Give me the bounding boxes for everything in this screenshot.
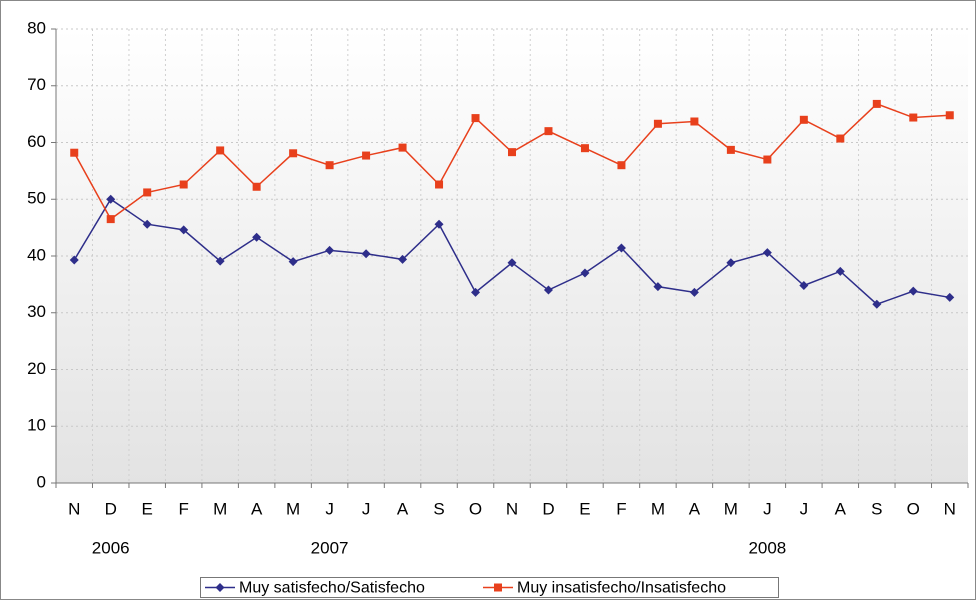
x-tick-label: S [433, 499, 444, 518]
marker [252, 182, 261, 191]
marker [690, 117, 699, 126]
marker [872, 99, 881, 108]
marker [580, 144, 589, 153]
marker [726, 258, 736, 268]
marker [689, 287, 699, 297]
marker [909, 113, 918, 122]
marker [70, 148, 79, 157]
marker [763, 155, 772, 164]
year-label: 2008 [748, 538, 786, 557]
year-label: 2006 [92, 538, 130, 557]
marker [544, 127, 553, 136]
marker [288, 257, 298, 267]
marker [762, 248, 772, 258]
y-tick-label: 40 [27, 245, 46, 264]
year-label: 2007 [311, 538, 349, 557]
marker [471, 287, 481, 297]
marker [835, 266, 845, 276]
marker [325, 161, 334, 170]
marker [434, 219, 444, 229]
marker [872, 299, 882, 309]
x-tick-label: N [944, 499, 956, 518]
x-tick-label: A [835, 499, 847, 518]
marker [215, 583, 225, 592]
y-tick-label: 50 [27, 189, 46, 208]
x-tick-label: N [506, 499, 518, 518]
marker [179, 225, 189, 235]
x-tick-label: O [907, 499, 920, 518]
marker [143, 188, 152, 197]
marker [508, 148, 516, 157]
x-tick-label: J [362, 499, 371, 518]
x-tick-label: A [251, 499, 263, 518]
marker [653, 119, 662, 128]
x-tick-label: F [616, 499, 626, 518]
x-tick-label: E [142, 499, 153, 518]
y-tick-label: 80 [27, 18, 46, 37]
marker [325, 245, 335, 255]
y-tick-label: 20 [27, 359, 46, 378]
x-tick-label: J [763, 499, 772, 518]
marker [616, 243, 626, 253]
x-tick-label: D [105, 499, 117, 518]
y-tick-label: 30 [27, 302, 46, 321]
x-tick-label: E [579, 499, 590, 518]
y-tick-label: 10 [27, 416, 46, 435]
x-tick-label: O [469, 499, 482, 518]
x-tick-label: M [651, 499, 665, 518]
x-tick-label: M [286, 499, 300, 518]
marker [179, 180, 188, 189]
x-tick-label: M [213, 499, 227, 518]
marker [908, 286, 918, 296]
marker [799, 115, 808, 124]
marker [69, 255, 79, 265]
x-tick-label: J [325, 499, 334, 518]
marker [653, 282, 663, 292]
x-tick-label: D [542, 499, 554, 518]
y-tick-label: 0 [37, 472, 46, 491]
marker [617, 161, 626, 170]
marker [799, 281, 809, 291]
marker [216, 146, 225, 155]
legend-label: Muy satisfecho/Satisfecho [239, 580, 425, 597]
marker [507, 258, 517, 268]
x-tick-label: A [689, 499, 701, 518]
y-tick-label: 60 [27, 132, 46, 151]
x-tick-label: F [178, 499, 188, 518]
marker [580, 268, 590, 278]
marker [398, 254, 408, 264]
marker [836, 134, 845, 143]
y-tick-label: 70 [27, 75, 46, 94]
marker [435, 180, 444, 189]
marker [543, 285, 553, 295]
marker [471, 114, 480, 123]
x-tick-label: N [68, 499, 80, 518]
marker [215, 256, 225, 266]
x-tick-label: J [800, 499, 809, 518]
marker [142, 219, 152, 229]
marker [398, 143, 407, 152]
marker [945, 292, 955, 302]
marker [106, 215, 115, 224]
marker [289, 149, 298, 158]
x-tick-label: M [724, 499, 738, 518]
marker [945, 111, 954, 120]
marker [362, 151, 371, 160]
marker [106, 194, 116, 204]
marker [361, 249, 371, 259]
marker [726, 145, 735, 154]
marker [494, 583, 502, 592]
x-tick-label: A [397, 499, 409, 518]
legend-label: Muy insatisfecho/Insatisfecho [517, 580, 726, 597]
marker [252, 232, 262, 242]
x-tick-label: S [871, 499, 882, 518]
